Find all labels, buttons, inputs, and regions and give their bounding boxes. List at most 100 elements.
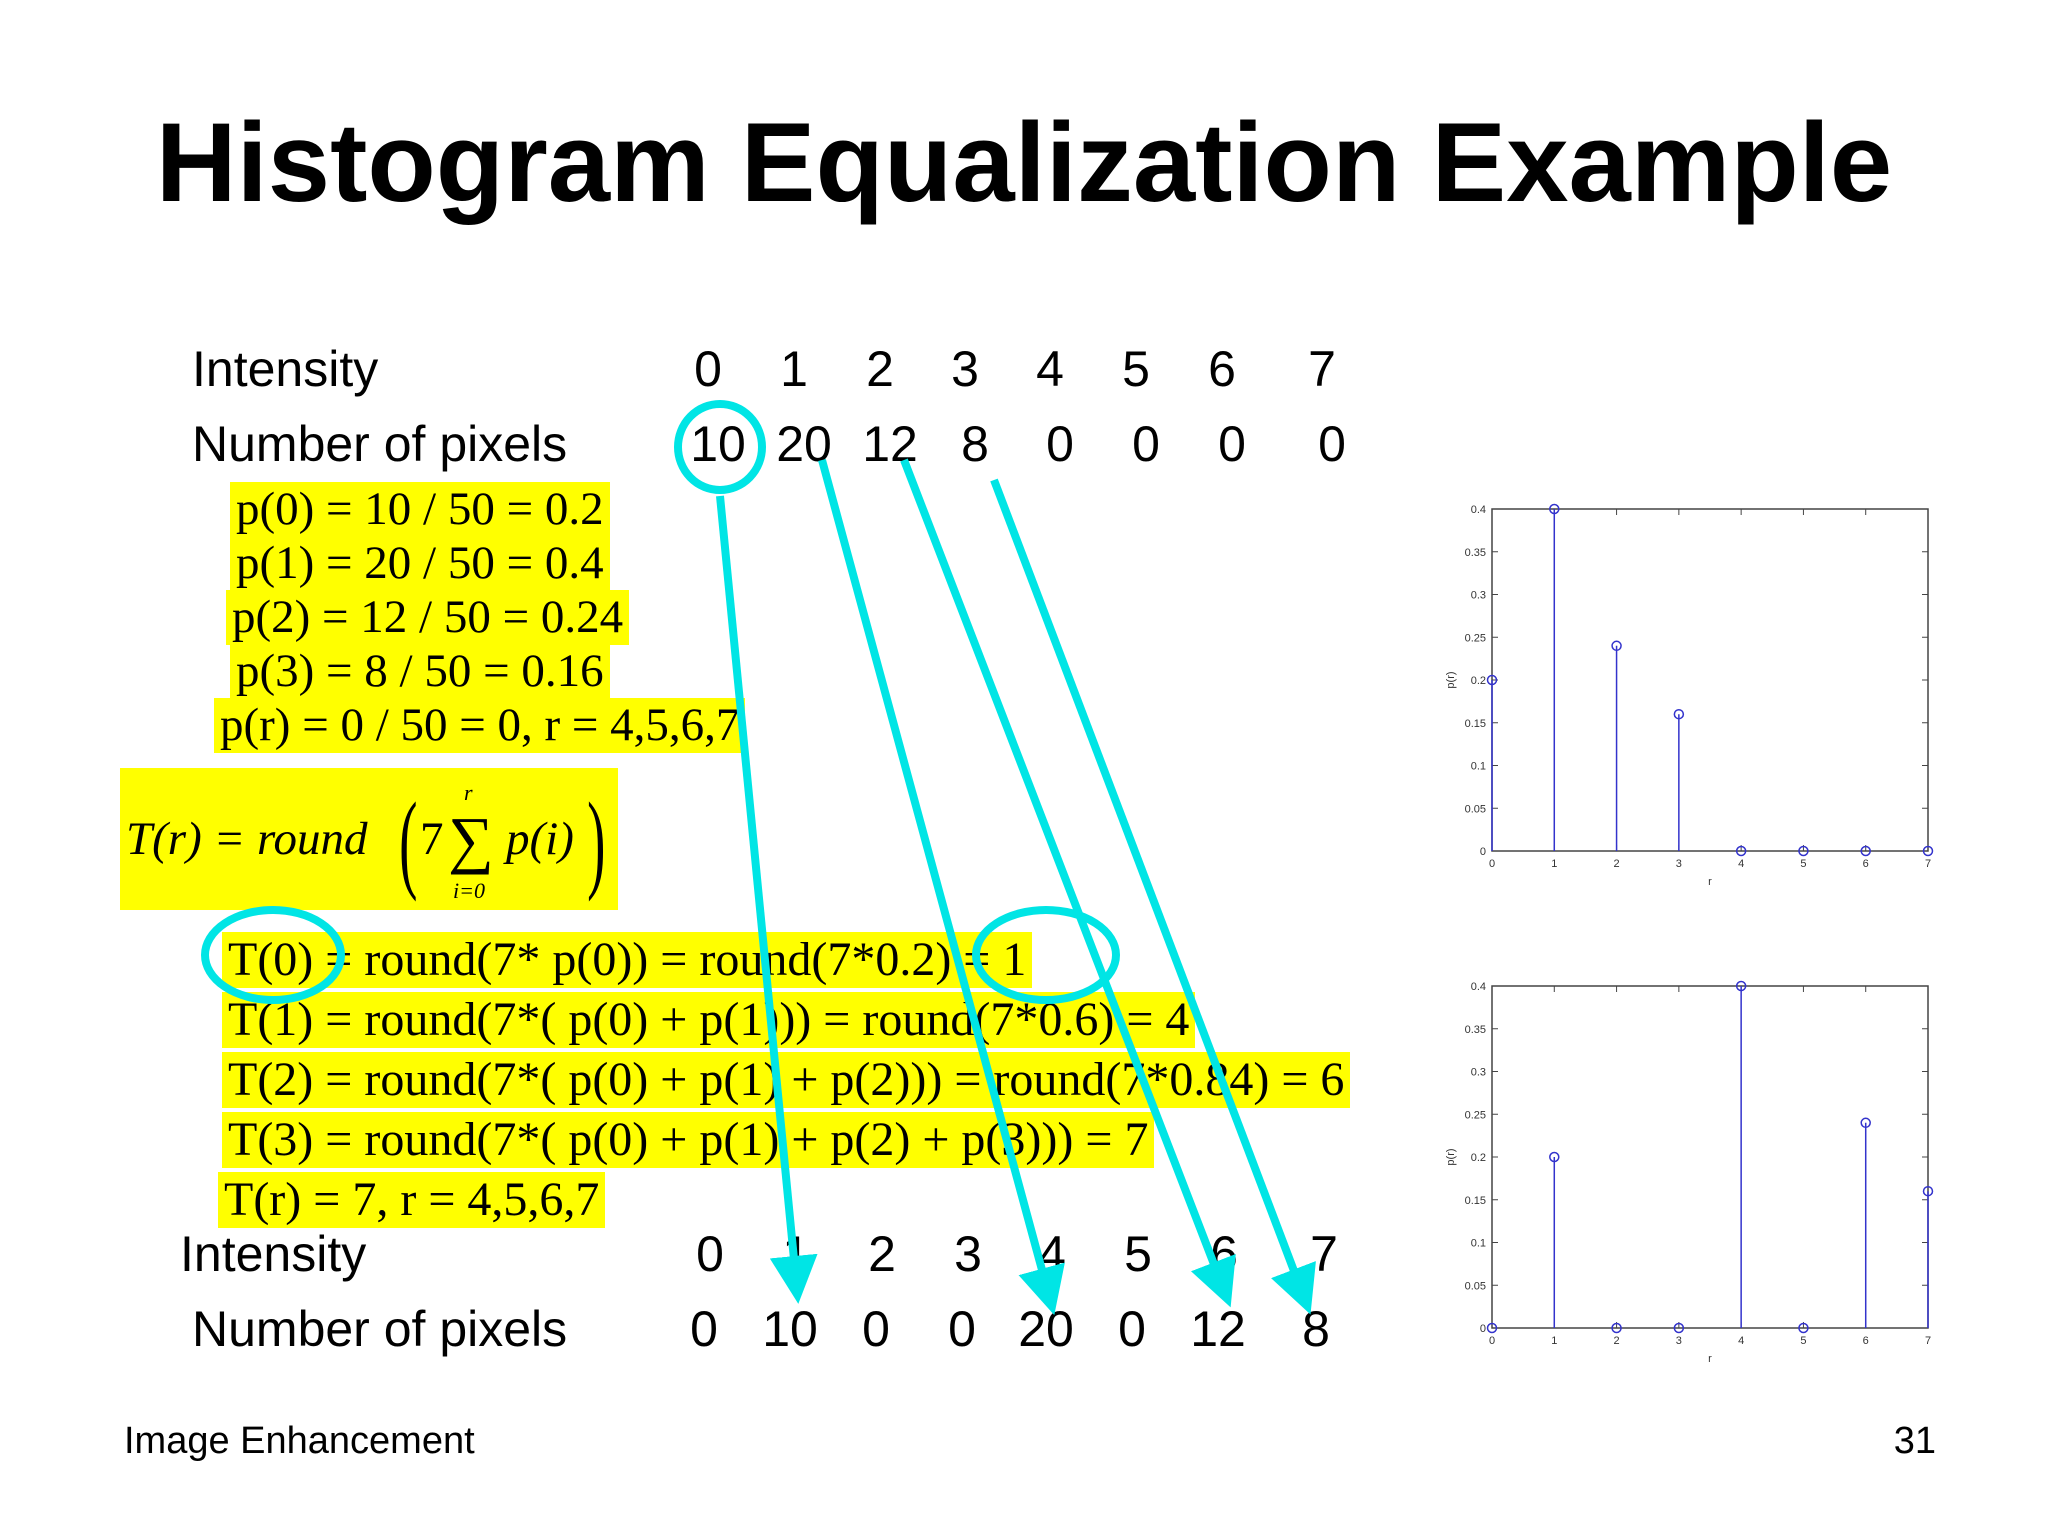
sum-lower-limit: i=0 (453, 878, 485, 903)
original-histogram-chart: 0 0.05 0.1 0.15 0.2 0.25 0.3 0.35 0.4 0 1 2 3 4 5 6 7 r p(… (1445, 503, 1934, 888)
sigma-icon: ∑ (448, 804, 494, 875)
bottom-intensity-value: 3 (954, 1226, 982, 1282)
probability-equation: p(3) = 8 / 50 = 0.16 (230, 644, 610, 699)
top-intensity-label: Intensity (192, 341, 379, 397)
probability-equation: p(2) = 12 / 50 = 0.24 (226, 590, 630, 645)
x-tick-label: 0 (1489, 1335, 1495, 1347)
x-tick-label: 5 (1800, 1335, 1806, 1347)
x-tick-label: 6 (1863, 1335, 1869, 1347)
bottom-pixel-count: 12 (1190, 1301, 1246, 1357)
bottom-pixel-count: 0 (1118, 1301, 1146, 1357)
x-tick-label: 3 (1676, 1335, 1682, 1347)
probability-equation: p(0) = 10 / 50 = 0.2 (230, 482, 610, 537)
stem-marker (1798, 845, 1809, 857)
mapping-equation: T(3) = round(7*( p(0) + p(1) + p(2) + p(… (222, 1112, 1155, 1168)
mapping-equation: T(1) = round(7*( p(0) + p(1))) = round(7… (222, 992, 1196, 1048)
y-tick-label: 0.1 (1471, 761, 1486, 773)
equalized-histogram-chart: 0 0.05 0.1 0.15 0.2 0.25 0.3 0.35 0.4 0 1 2 3 4 5 6 7 r p(… (1445, 980, 1934, 1365)
x-axis-label: r (1708, 876, 1712, 888)
x-tick-label: 4 (1738, 858, 1744, 870)
top-intensity-value: 7 (1308, 341, 1336, 397)
mapping-equation: T(2) = round(7*( p(0) + p(1) + p(2))) = … (222, 1052, 1351, 1108)
stem-marker (1735, 845, 1747, 857)
y-tick-label: 0.25 (1465, 632, 1486, 644)
bottom-pixel-count: 0 (862, 1301, 890, 1357)
y-tick-label: 0.2 (1471, 675, 1486, 687)
transform-lhs: T(r) = round (126, 813, 368, 865)
y-tick-label: 0.4 (1471, 981, 1486, 993)
slide-title: Histogram Equalization Example (155, 100, 1893, 225)
top-intensity-value: 1 (780, 341, 808, 397)
mapping-arrow-icon (818, 458, 1065, 1316)
x-tick-label: 4 (1738, 1335, 1744, 1347)
y-tick-label: 0 (1480, 846, 1486, 858)
highlight-circle-icon (201, 906, 345, 1004)
y-tick-label: 0.05 (1465, 1280, 1486, 1292)
stem-marker (1611, 1322, 1622, 1334)
x-tick-label: 2 (1614, 858, 1620, 870)
stem-marker (1549, 1151, 1560, 1163)
y-tick-label: 0.4 (1471, 504, 1486, 516)
stem-marker (1549, 503, 1560, 515)
plot-frame (1491, 508, 1929, 852)
stem-marker (1860, 1117, 1871, 1129)
x-tick-label: 2 (1614, 1335, 1620, 1347)
top-pixels-label: Number of pixels (192, 416, 568, 472)
stem-marker (1673, 708, 1685, 720)
top-intensity-value: 4 (1036, 341, 1064, 397)
top-pixel-count: 0 (1318, 416, 1346, 472)
top-intensity-value: 0 (694, 341, 722, 397)
x-tick-label: 0 (1489, 858, 1495, 870)
mapping-arrow-icon (990, 478, 1316, 1315)
stem-marker (1486, 674, 1498, 686)
stem-marker (1673, 1322, 1685, 1334)
mapping-equation: T(r) = 7, r = 4,5,6,7 (218, 1172, 606, 1228)
top-intensity-value: 2 (866, 341, 894, 397)
y-axis-label: p(r) (1445, 1148, 1457, 1165)
bottom-pixel-count: 0 (690, 1301, 718, 1357)
stem-marker (1860, 845, 1871, 857)
top-pixel-count: 0 (1132, 416, 1160, 472)
sum-upper-limit: r (464, 780, 473, 805)
footer-section-title: Image Enhancement (124, 1420, 475, 1462)
y-tick-label: 0.1 (1471, 1238, 1486, 1250)
x-tick-label: 7 (1925, 858, 1931, 870)
y-tick-label: 0 (1480, 1323, 1486, 1335)
x-tick-label: 1 (1551, 858, 1557, 870)
plot-frame (1491, 985, 1929, 1329)
y-tick-label: 0.35 (1465, 547, 1486, 559)
stem-marker (1922, 1185, 1934, 1197)
transform-function: T(r) = round ( 7 ∑ r i=0 p(i) ) (120, 768, 618, 910)
stem-marker (1486, 1322, 1498, 1334)
mapping-arrow-icon (716, 495, 818, 1304)
top-pixel-count: 0 (1218, 416, 1246, 472)
stem-marker (1922, 845, 1934, 857)
y-tick-label: 0.05 (1465, 803, 1486, 815)
page-number: 31 (1893, 1420, 1936, 1462)
bottom-intensity-value: 2 (868, 1226, 896, 1282)
close-paren-icon: ) (587, 780, 606, 902)
bottom-intensity-value: 5 (1124, 1226, 1152, 1282)
y-tick-label: 0.15 (1465, 1195, 1486, 1207)
probability-equation: p(1) = 20 / 50 = 0.4 (230, 536, 610, 591)
x-tick-label: 6 (1863, 858, 1869, 870)
stem-marker (1798, 1322, 1809, 1334)
open-paren-icon: ( (399, 780, 418, 902)
y-tick-label: 0.2 (1471, 1152, 1486, 1164)
y-tick-label: 0.35 (1465, 1024, 1486, 1036)
stem-marker (1735, 980, 1747, 992)
top-pixel-count: 0 (1046, 416, 1074, 472)
y-tick-label: 0.15 (1465, 718, 1486, 730)
bottom-intensity-value: 0 (696, 1226, 724, 1282)
top-pixel-count: 8 (961, 416, 989, 472)
y-tick-label: 0.3 (1471, 1067, 1486, 1079)
top-pixel-count: 10 (690, 416, 746, 472)
sum-term: p(i) (506, 813, 574, 865)
y-tick-label: 0.3 (1471, 590, 1486, 602)
bottom-pixel-count: 10 (762, 1301, 818, 1357)
x-tick-label: 7 (1925, 1335, 1931, 1347)
probability-equation: p(r) = 0 / 50 = 0, r = 4,5,6,7 (214, 698, 746, 753)
top-intensity-value: 6 (1208, 341, 1236, 397)
bottom-pixels-label: Number of pixels (192, 1301, 568, 1357)
